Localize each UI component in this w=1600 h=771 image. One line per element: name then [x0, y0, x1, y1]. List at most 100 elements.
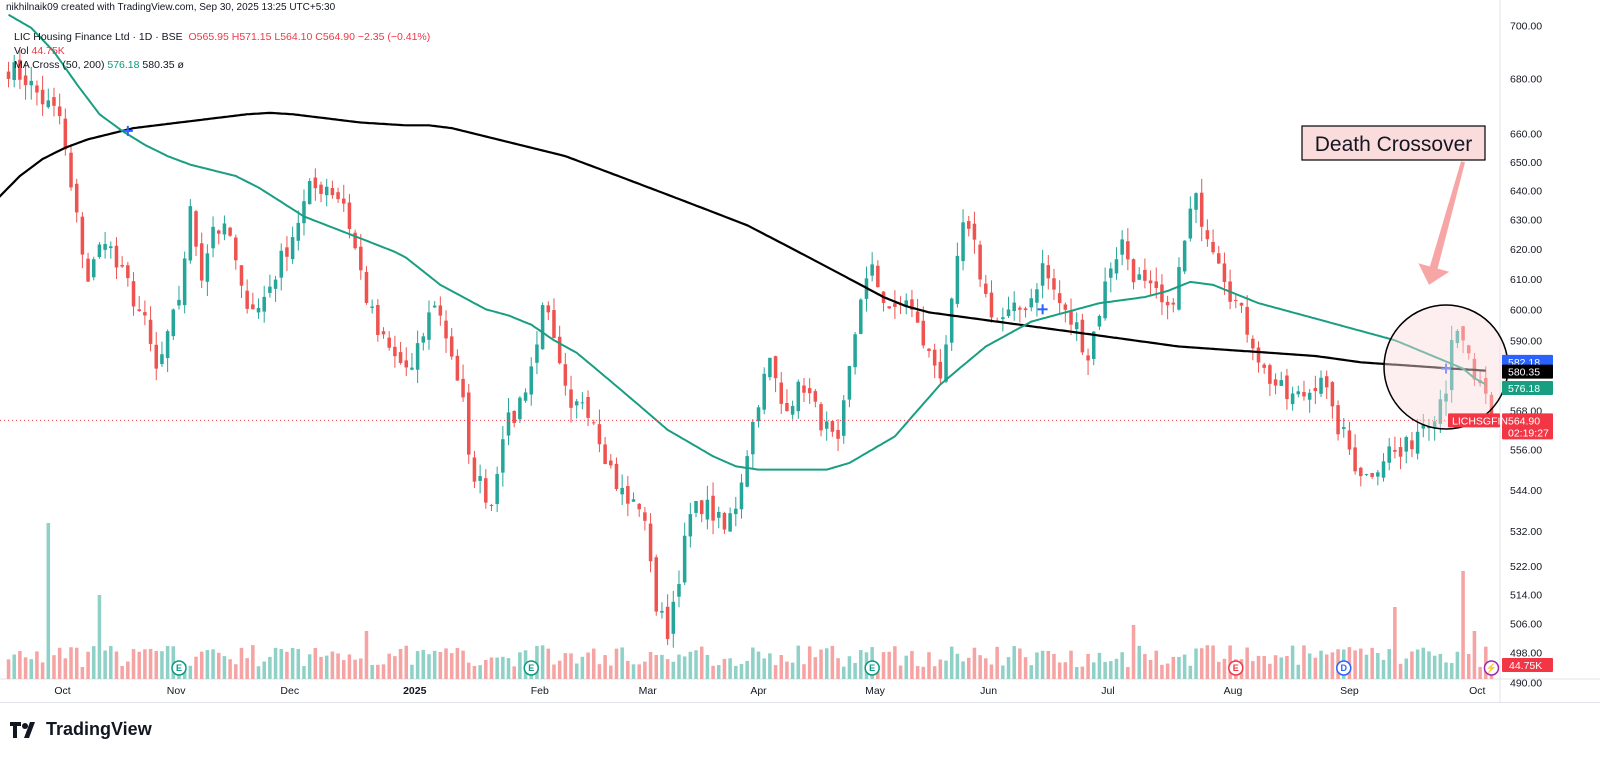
- price-tick-label: 630.00: [1510, 214, 1542, 226]
- ohlc-high: H571.15: [231, 31, 272, 43]
- volume-bar: [1001, 665, 1005, 679]
- candle-body: [359, 246, 363, 271]
- volume-bar: [1143, 653, 1147, 679]
- event-badge-letter: ⚡: [1486, 662, 1497, 674]
- candle-body: [1393, 449, 1397, 452]
- volume-bar: [228, 659, 232, 679]
- candle-body: [711, 495, 715, 521]
- candle-body: [1273, 379, 1278, 386]
- volume-bar: [410, 664, 414, 679]
- volume-bar: [501, 656, 505, 679]
- volume-bar: [1438, 653, 1443, 679]
- volume-bar: [1370, 647, 1374, 679]
- volume-bar: [131, 649, 136, 679]
- time-tick-label: Mar: [639, 685, 658, 697]
- ma-settings-icon[interactable]: ø: [177, 59, 184, 71]
- candle-body: [1091, 331, 1096, 359]
- volume-bar: [949, 646, 954, 679]
- candle-body: [1347, 430, 1352, 450]
- volume-bar: [353, 659, 357, 679]
- volume-label[interactable]: Vol: [14, 45, 29, 57]
- volume-bar: [620, 647, 624, 679]
- footer-bar: TradingView: [0, 702, 1600, 771]
- volume-bar: [1404, 658, 1409, 679]
- volume-bar: [984, 658, 988, 679]
- candle-body: [393, 346, 397, 357]
- candle-body: [955, 255, 960, 304]
- volume-bar: [745, 660, 749, 679]
- symbol-title[interactable]: LIC Housing Finance Ltd · 1D · BSE: [14, 31, 183, 43]
- ma-cross-label[interactable]: MA Cross (50, 200): [14, 59, 105, 71]
- candle-body: [1023, 308, 1028, 311]
- volume-bar: [540, 645, 545, 679]
- volume-bar: [1086, 653, 1090, 679]
- candle-body: [790, 406, 795, 415]
- candle-body: [1131, 259, 1136, 283]
- volume-bar: [1052, 654, 1056, 679]
- price-tick-label: 506.00: [1510, 618, 1542, 630]
- candle-body: [654, 557, 659, 612]
- candle-body: [1046, 265, 1051, 279]
- volume-bar: [978, 655, 982, 679]
- candle-body: [1063, 304, 1068, 310]
- event-badge-earnings[interactable]: E: [1228, 660, 1244, 676]
- volume-bar: [313, 647, 318, 679]
- event-badge-earnings[interactable]: E: [864, 660, 880, 676]
- candle-body: [586, 396, 590, 418]
- time-tick-label: 2025: [403, 685, 427, 697]
- event-badge-earnings[interactable]: E: [171, 660, 187, 676]
- candle-body: [802, 385, 806, 393]
- event-badge-earnings[interactable]: E: [523, 660, 539, 676]
- volume-bar: [1256, 655, 1261, 679]
- candle-body: [824, 421, 829, 429]
- volume-bar: [484, 660, 488, 679]
- event-badge-split[interactable]: ⚡: [1483, 660, 1500, 676]
- volume-bar: [1273, 655, 1278, 679]
- volume-bar: [421, 649, 426, 679]
- candle-body: [785, 402, 789, 411]
- volume-bar: [1074, 666, 1079, 679]
- candle-body: [1182, 240, 1187, 272]
- volume-bar: [1177, 656, 1181, 679]
- ma200-line: [0, 111, 1486, 372]
- candle-body: [1415, 431, 1420, 454]
- volume-bar: [1432, 655, 1437, 679]
- volume-bar: [1097, 652, 1102, 679]
- candle-body: [1398, 447, 1403, 457]
- volume-bar: [1182, 654, 1187, 679]
- volume-bar: [376, 664, 380, 679]
- price-chart[interactable]: 700.00 680.00 660.00 650.00 640.00 630.00 620.…: [0, 0, 1600, 702]
- annotation-arrow: [1418, 161, 1465, 285]
- volume-bar: [432, 650, 437, 679]
- volume-bar: [734, 665, 738, 679]
- volume-bar: [660, 654, 664, 679]
- candle-body: [671, 601, 676, 634]
- candle-body: [609, 460, 613, 466]
- candle-body: [478, 476, 482, 481]
- candle-body: [296, 222, 301, 241]
- candle-body: [1057, 293, 1062, 304]
- candle-body: [972, 223, 977, 240]
- candle-body: [239, 265, 244, 286]
- candle-body: [1199, 192, 1204, 227]
- volume-bar: [1165, 663, 1170, 679]
- annotation-label[interactable]: Death Crossover: [1301, 125, 1486, 161]
- volume-bar: [6, 659, 11, 679]
- volume-bar: [1262, 656, 1266, 679]
- volume-bar: [1302, 645, 1306, 679]
- volume-bar: [518, 652, 522, 679]
- time-tick-label: Nov: [167, 685, 186, 697]
- candle-body: [984, 283, 988, 294]
- event-badge-letter: E: [528, 663, 534, 673]
- volume-bar: [46, 523, 51, 679]
- volume-bar: [1114, 658, 1119, 679]
- volume-bar: [103, 650, 107, 679]
- price-tick-label: 660.00: [1510, 129, 1542, 141]
- volume-bar: [1296, 664, 1301, 679]
- candle-body: [1364, 474, 1369, 476]
- candle-body: [677, 584, 681, 597]
- event-badge-dividend[interactable]: D: [1336, 660, 1352, 676]
- volume-bar: [319, 656, 323, 679]
- tradingview-brand[interactable]: TradingView: [10, 719, 152, 740]
